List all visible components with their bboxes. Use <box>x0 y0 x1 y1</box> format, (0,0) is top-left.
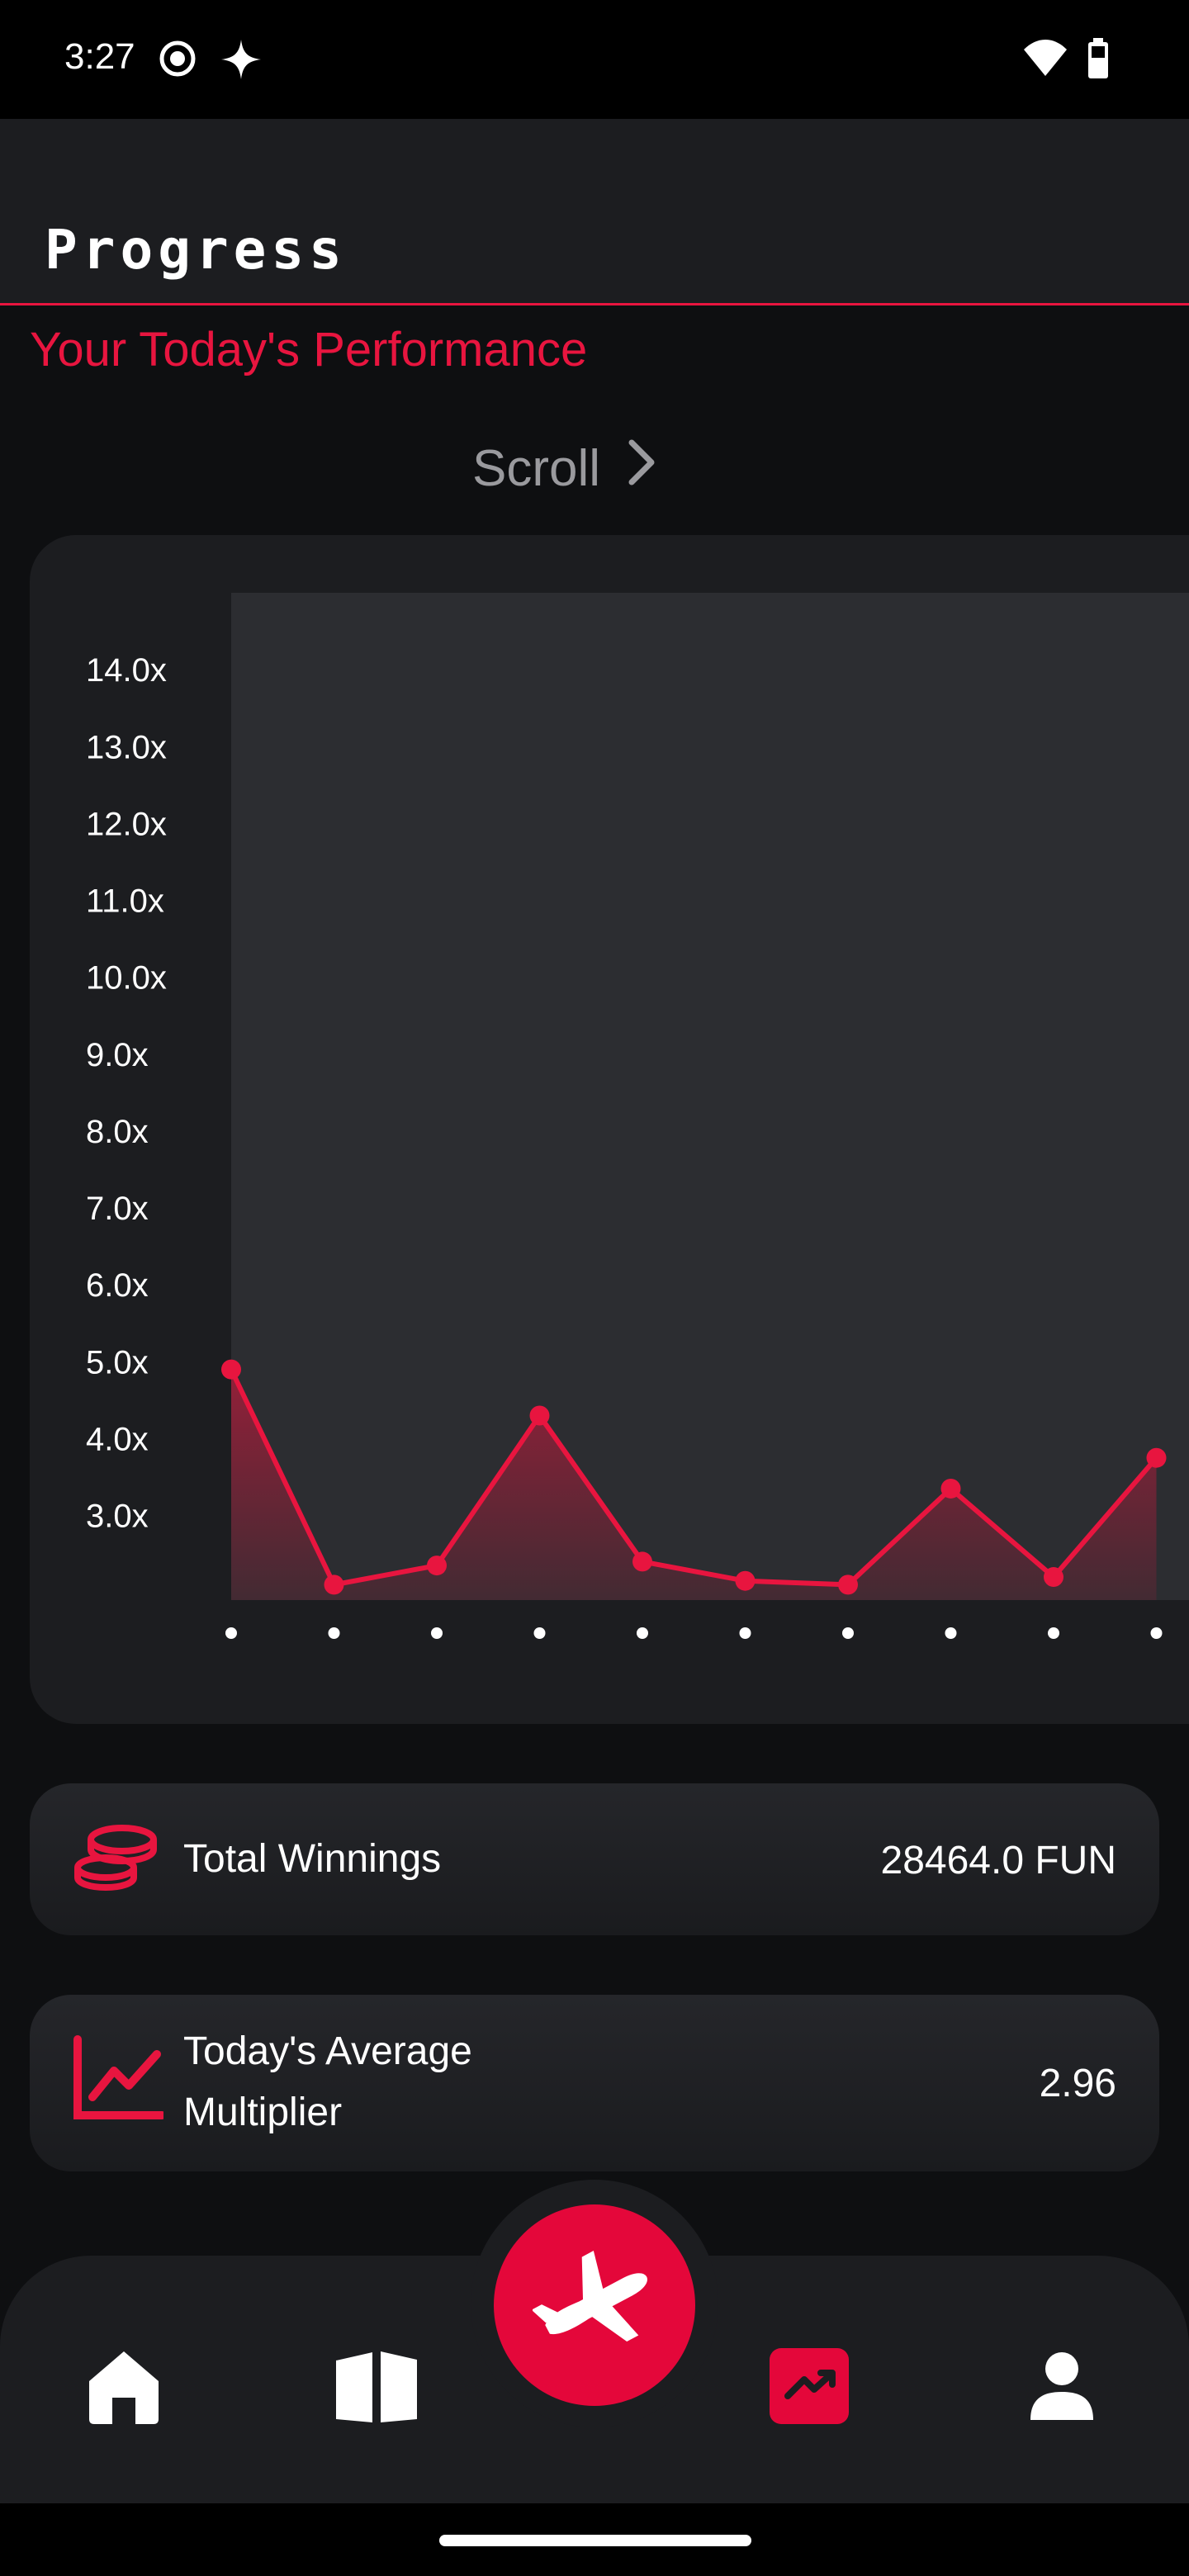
x-tick-dot <box>431 1627 443 1639</box>
x-tick-dot <box>328 1627 340 1639</box>
scroll-label: Scroll <box>472 440 601 497</box>
app-bar: Progress <box>0 119 1189 305</box>
y-tick-label: 10.0x <box>86 960 167 997</box>
nav-stats[interactable] <box>760 2338 859 2437</box>
y-tick-label: 13.0x <box>86 729 167 765</box>
wifi-icon <box>1022 38 1068 83</box>
y-tick-label: 9.0x <box>86 1037 149 1073</box>
y-tick-label: 3.0x <box>86 1499 149 1535</box>
nav-home[interactable] <box>74 2338 173 2437</box>
line-chart-icon <box>71 2034 166 2129</box>
data-point <box>1146 1447 1167 1468</box>
page-title: Progress <box>45 218 347 282</box>
record-icon <box>157 38 198 83</box>
y-tick-label: 12.0x <box>86 806 167 842</box>
play-fab-button[interactable] <box>494 2204 695 2406</box>
total-winnings-card: Total Winnings 28464.0 FUN <box>30 1783 1159 1935</box>
x-tick-dot <box>842 1627 854 1639</box>
chart-plot-area <box>231 593 1189 1600</box>
nav-profile[interactable] <box>1012 2338 1111 2437</box>
gesture-area <box>0 2503 1189 2576</box>
y-tick-label: 11.0x <box>86 883 164 920</box>
chevron-right-icon <box>625 438 658 500</box>
data-point <box>735 1570 756 1591</box>
performance-chart-card[interactable]: 14.0x 13.0x 12.0x 11.0x 10.0x 9.0x 8.0x 7.0x 6.0… <box>30 535 1189 1724</box>
scroll-hint[interactable]: Scroll <box>472 438 658 500</box>
data-point <box>838 1574 858 1595</box>
coins-icon <box>73 1823 159 1897</box>
series-line <box>229 1368 1158 1588</box>
nav-book[interactable] <box>327 2338 426 2437</box>
data-point <box>427 1556 447 1576</box>
x-tick-dot <box>225 1627 237 1639</box>
trending-icon <box>768 2346 850 2429</box>
battery-icon <box>1087 38 1110 83</box>
y-tick-label: 14.0x <box>86 652 167 689</box>
x-tick-dot <box>945 1627 957 1639</box>
data-point <box>221 1359 241 1380</box>
data-point <box>632 1551 652 1572</box>
y-tick-label: 6.0x <box>86 1267 149 1304</box>
average-multiplier-value: 2.96 <box>1039 2062 1116 2105</box>
y-tick-label: 7.0x <box>86 1191 149 1227</box>
total-winnings-label: Total Winnings <box>183 1837 442 1881</box>
data-point <box>940 1478 961 1499</box>
home-icon <box>84 2346 163 2429</box>
x-tick-dot <box>739 1627 751 1639</box>
performance-chart: 14.0x 13.0x 12.0x 11.0x 10.0x 9.0x 8.0x 7.0x 6.0… <box>86 593 1189 1639</box>
x-tick-dot <box>637 1627 648 1639</box>
total-winnings-value: 28464.0 FUN <box>880 1839 1117 1882</box>
y-tick-label: 8.0x <box>86 1114 149 1150</box>
sparkle-icon <box>220 38 263 84</box>
status-time: 3:27 <box>64 36 135 77</box>
x-tick-dot <box>533 1627 546 1639</box>
data-point <box>529 1405 550 1426</box>
data-point <box>324 1574 344 1595</box>
data-point <box>1044 1567 1063 1588</box>
average-multiplier-label-line1: Today's Average <box>183 2029 472 2073</box>
average-multiplier-label-line2: Multiplier <box>183 2091 343 2134</box>
x-tick-dot <box>1048 1627 1059 1639</box>
y-tick-label: 5.0x <box>86 1344 149 1380</box>
gesture-handle[interactable] <box>439 2535 751 2546</box>
profile-icon <box>1027 2351 1097 2425</box>
x-tick-dot <box>1150 1627 1163 1639</box>
average-multiplier-card: Today's Average Multiplier 2.96 <box>30 1995 1159 2171</box>
status-bar: 3:27 <box>0 0 1189 119</box>
series-area <box>231 1369 1157 1600</box>
section-title: Your Today's Performance <box>30 323 588 376</box>
plane-icon <box>531 2250 656 2361</box>
y-tick-label: 4.0x <box>86 1421 149 1457</box>
book-icon <box>333 2346 420 2429</box>
